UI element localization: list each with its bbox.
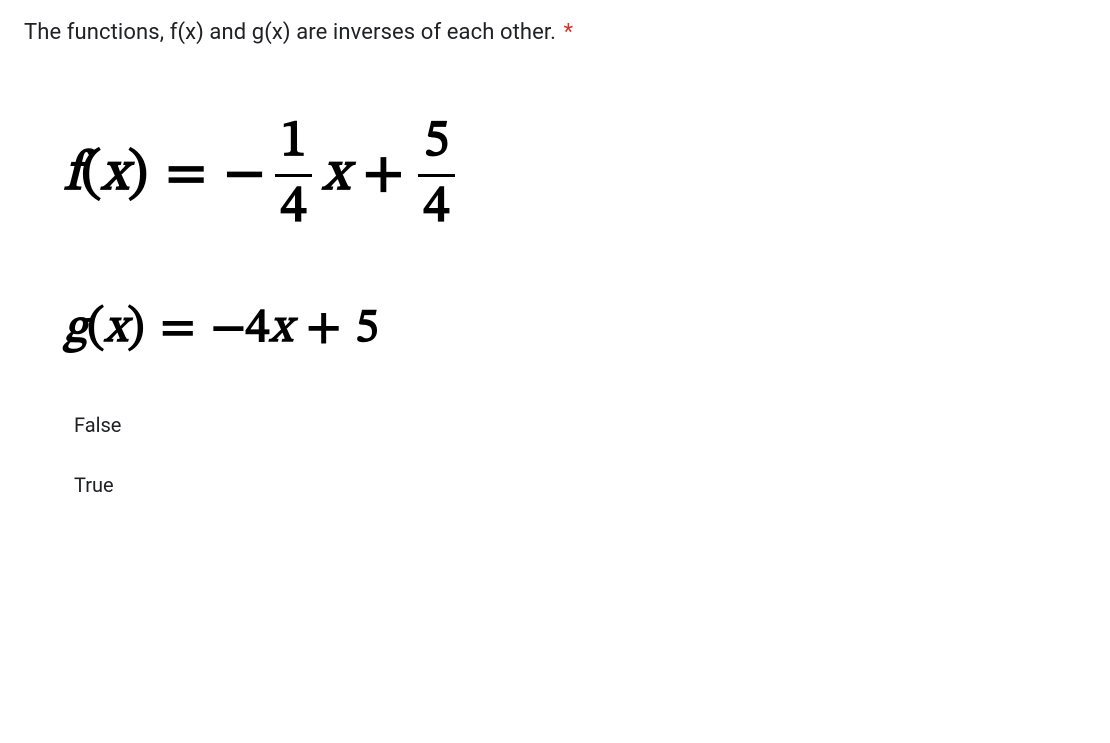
- f-close-paren: ): [128, 147, 148, 203]
- f-open-paren: (: [81, 147, 101, 203]
- question-page: The functions, f(x) and g(x) are inverse…: [0, 0, 1110, 553]
- f-frac2-num: 5: [418, 115, 456, 170]
- fraction-bar: [275, 174, 313, 177]
- g-func: g: [64, 305, 87, 353]
- g-plus: +: [306, 305, 341, 353]
- g-close-paren: ): [127, 305, 144, 353]
- f-fraction-2: 5 4: [418, 115, 456, 235]
- f-frac1-den: 4: [275, 181, 313, 236]
- f-mid-var: x: [322, 147, 349, 203]
- f-func: f: [64, 147, 81, 203]
- f-fraction-1: 1 4: [275, 115, 313, 235]
- g-const: 5: [355, 305, 379, 353]
- question-title: The functions, f(x) and g(x) are inverse…: [24, 20, 1086, 45]
- answer-label: True: [74, 473, 114, 497]
- f-var: x: [101, 147, 128, 203]
- g-var2: x: [269, 305, 292, 353]
- equations-block: f ( x ) = − 1 4 x + 5 4: [64, 115, 1086, 353]
- g-open-paren: (: [87, 305, 104, 353]
- f-plus-sign: +: [363, 147, 403, 203]
- fraction-bar: [418, 174, 456, 177]
- g-eq-sign: =: [161, 305, 196, 353]
- question-text: The functions, f(x) and g(x) are inverse…: [24, 20, 556, 45]
- g-coef: 4: [246, 305, 270, 353]
- answer-options: False True: [74, 413, 1086, 497]
- equation-f: f ( x ) = − 1 4 x + 5 4: [64, 115, 1086, 235]
- answer-label: False: [74, 413, 121, 437]
- answer-option-false[interactable]: False: [74, 413, 1086, 437]
- f-eq-sign: =: [166, 147, 206, 203]
- f-neg-sign: −: [224, 147, 264, 203]
- answer-option-true[interactable]: True: [74, 473, 1086, 497]
- f-frac1-num: 1: [275, 115, 313, 170]
- equation-g: g ( x ) = − 4 x + 5: [64, 305, 1086, 353]
- g-neg: −: [211, 305, 246, 353]
- f-frac2-den: 4: [418, 181, 456, 236]
- g-var: x: [104, 305, 127, 353]
- required-marker: *: [564, 20, 574, 45]
